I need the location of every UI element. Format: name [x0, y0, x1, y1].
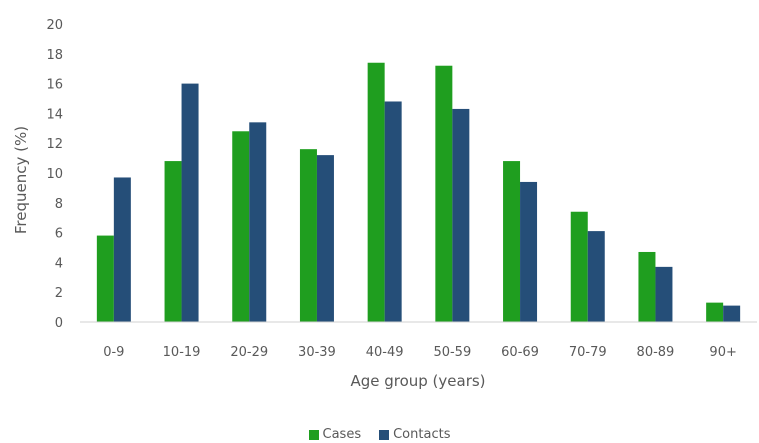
y-tick-label: 0	[55, 316, 63, 331]
bar-contacts-70-79	[587, 231, 605, 322]
legend-label-cases: Cases	[322, 427, 362, 442]
x-tick-label: 70-79	[569, 345, 607, 360]
bars	[96, 62, 741, 323]
y-tick-label: 20	[46, 18, 63, 33]
x-tick-label: 50-59	[433, 345, 471, 360]
bar-contacts-30-39	[316, 155, 334, 322]
bar-cases-0-9	[96, 235, 114, 322]
x-tick-label: 40-49	[366, 345, 404, 360]
x-tick-label: 90+	[709, 345, 736, 360]
bar-contacts-80-89	[655, 266, 673, 322]
legend-swatch-cases	[308, 429, 319, 440]
bar-cases-10-19	[164, 161, 182, 322]
x-tick-label: 60-69	[501, 345, 539, 360]
legend: Cases Contacts	[0, 426, 759, 443]
bar-cases-40-49	[367, 62, 385, 323]
y-tick-label: 6	[55, 227, 63, 242]
legend-swatch-contacts	[379, 429, 390, 440]
y-tick-label: 8	[55, 197, 63, 212]
bar-contacts-20-29	[249, 122, 267, 322]
y-tick-label: 14	[46, 107, 63, 122]
bar-contacts-40-49	[384, 101, 402, 322]
bar-contacts-0-9	[113, 177, 131, 322]
x-tick-label: 80-89	[637, 345, 675, 360]
y-tick-label: 10	[46, 167, 63, 182]
legend-label-contacts: Contacts	[393, 427, 451, 442]
x-tick-label: 10-19	[163, 345, 201, 360]
bar-contacts-50-59	[452, 108, 470, 323]
bar-cases-50-59	[435, 65, 453, 322]
bar-cases-70-79	[570, 211, 588, 322]
bar-cases-90+	[706, 302, 724, 322]
legend-item-contacts: Contacts	[379, 427, 450, 442]
bar-cases-20-29	[232, 131, 250, 322]
y-tick-label: 4	[55, 256, 63, 271]
x-tick-label: 0-9	[103, 345, 124, 360]
x-axis-title: Age group (years)	[350, 372, 485, 390]
y-tick-label: 2	[55, 286, 63, 301]
bar-cases-80-89	[638, 251, 656, 322]
y-axis-ticks: 0 2 4 6 8 10 12 14 16 18 20	[46, 18, 63, 331]
bar-chart: 0 2 4 6 8 10 12 14 16 18 20 0-9 10-19 20-29 30-39 40-4…	[12, 18, 757, 390]
bar-contacts-10-19	[181, 83, 199, 322]
bar-contacts-90+	[723, 305, 741, 322]
bar-cases-60-69	[503, 161, 521, 322]
y-tick-label: 18	[46, 48, 63, 63]
y-tick-label: 16	[46, 78, 63, 93]
y-axis-title: Frequency (%)	[12, 126, 30, 234]
x-tick-label: 20-29	[230, 345, 268, 360]
x-tick-label: 30-39	[298, 345, 336, 360]
bar-contacts-60-69	[520, 181, 538, 322]
x-axis-ticks: 0-9 10-19 20-29 30-39 40-49 50-59 60-69 70-79 80…	[103, 345, 737, 360]
y-tick-label: 12	[46, 137, 63, 152]
legend-item-cases: Cases	[308, 427, 362, 442]
bar-cases-30-39	[299, 149, 317, 322]
